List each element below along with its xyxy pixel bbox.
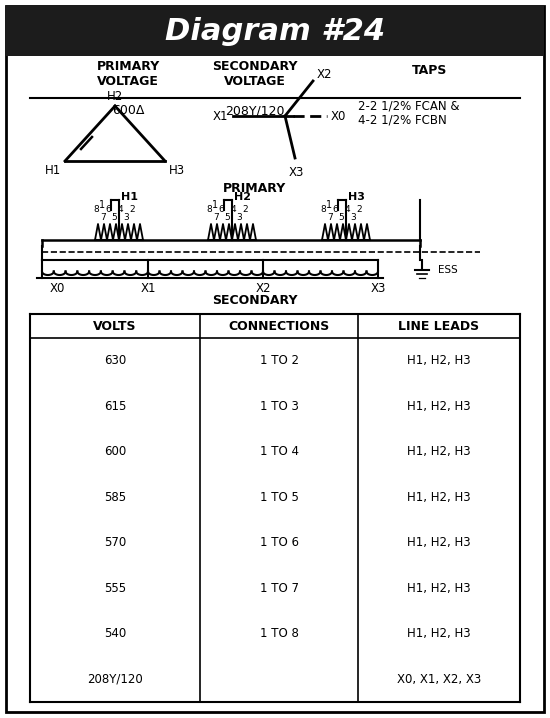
Text: X0: X0	[50, 281, 65, 294]
Text: LINE LEADS: LINE LEADS	[398, 320, 480, 333]
Text: 8: 8	[94, 205, 100, 215]
Text: 4: 4	[345, 205, 350, 215]
Text: X2: X2	[255, 281, 271, 294]
Text: H1, H2, H3: H1, H2, H3	[407, 354, 471, 367]
Text: X3: X3	[288, 166, 304, 179]
Text: 555: 555	[104, 582, 126, 595]
Text: H1: H1	[45, 164, 61, 177]
Text: H2: H2	[234, 192, 251, 202]
Text: 1 TO 4: 1 TO 4	[260, 445, 299, 458]
Text: 2: 2	[243, 205, 249, 215]
Text: 1 TO 7: 1 TO 7	[260, 582, 299, 595]
Text: 2: 2	[130, 205, 135, 215]
Bar	[6, 6, 544, 56]
Text: 208Y/120: 208Y/120	[87, 673, 143, 686]
Text: PRIMARY: PRIMARY	[223, 182, 287, 195]
Text: H1, H2, H3: H1, H2, H3	[407, 582, 471, 595]
Text: 2-2 1/2% FCAN &: 2-2 1/2% FCAN &	[358, 100, 459, 113]
Text: 3: 3	[124, 213, 129, 223]
Text: VOLTS: VOLTS	[94, 320, 137, 333]
Text: 1 TO 8: 1 TO 8	[260, 628, 299, 640]
Text: 3: 3	[351, 213, 356, 223]
Text: 8: 8	[207, 205, 212, 215]
Text: TAPS: TAPS	[412, 65, 448, 78]
Text: 630: 630	[104, 354, 126, 367]
Text: 7: 7	[327, 213, 332, 223]
Text: 570: 570	[104, 536, 126, 549]
Text: 1 TO 6: 1 TO 6	[260, 536, 299, 549]
Text: 1: 1	[326, 200, 332, 210]
Text: 1: 1	[212, 200, 218, 210]
Text: 615: 615	[104, 400, 126, 413]
Text: 6: 6	[333, 205, 338, 215]
Text: 7: 7	[213, 213, 218, 223]
Text: 3: 3	[236, 213, 243, 223]
Text: H1, H2, H3: H1, H2, H3	[407, 400, 471, 413]
Text: SECONDARY: SECONDARY	[212, 294, 298, 307]
Text: 5: 5	[225, 213, 230, 223]
Text: CONNECTIONS: CONNECTIONS	[228, 320, 329, 333]
Text: 4-2 1/2% FCBN: 4-2 1/2% FCBN	[358, 113, 447, 126]
Text: 4: 4	[231, 205, 236, 215]
Text: PRIMARY
VOLTAGE: PRIMARY VOLTAGE	[96, 60, 160, 88]
Text: 1 TO 5: 1 TO 5	[260, 490, 299, 504]
Text: H2: H2	[107, 90, 123, 103]
Text: H1: H1	[121, 192, 138, 202]
Text: H1, H2, H3: H1, H2, H3	[407, 445, 471, 458]
Text: Diagram #24: Diagram #24	[165, 17, 385, 45]
Text: X0, X1, X2, X3: X0, X1, X2, X3	[397, 673, 481, 686]
Text: H1, H2, H3: H1, H2, H3	[407, 490, 471, 504]
Text: X0: X0	[331, 110, 346, 123]
Text: X2: X2	[317, 67, 333, 80]
Text: 1: 1	[99, 200, 105, 210]
Text: 6: 6	[106, 205, 112, 215]
Text: X1: X1	[212, 110, 228, 123]
Text: 8: 8	[321, 205, 327, 215]
Text: 208Y/120: 208Y/120	[226, 105, 285, 118]
Text: ESS: ESS	[438, 265, 458, 275]
Text: X1: X1	[140, 281, 156, 294]
Text: 540: 540	[104, 628, 126, 640]
Text: 1 TO 2: 1 TO 2	[260, 354, 299, 367]
Text: H1, H2, H3: H1, H2, H3	[407, 628, 471, 640]
Text: 5: 5	[339, 213, 344, 223]
Text: 5: 5	[112, 213, 118, 223]
Text: H3: H3	[348, 192, 365, 202]
Text: SECONDARY
VOLTAGE: SECONDARY VOLTAGE	[212, 60, 298, 88]
Text: 1 TO 3: 1 TO 3	[260, 400, 299, 413]
Text: 4: 4	[118, 205, 123, 215]
Text: 600: 600	[104, 445, 126, 458]
Text: 600Δ: 600Δ	[112, 105, 144, 118]
Text: 7: 7	[100, 213, 106, 223]
Text: 585: 585	[104, 490, 126, 504]
Text: H3: H3	[169, 164, 185, 177]
Text: H1, H2, H3: H1, H2, H3	[407, 536, 471, 549]
Text: 6: 6	[219, 205, 224, 215]
Text: X3: X3	[370, 281, 386, 294]
Text: 2: 2	[357, 205, 362, 215]
